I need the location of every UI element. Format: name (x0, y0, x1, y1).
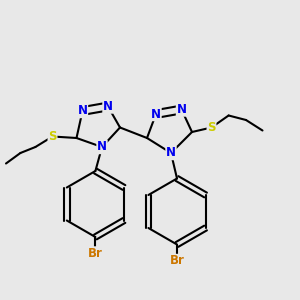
Text: N: N (97, 140, 107, 154)
Text: N: N (151, 107, 161, 121)
Text: N: N (176, 103, 187, 116)
Text: Br: Br (88, 247, 103, 260)
Text: Br: Br (169, 254, 184, 268)
Text: S: S (48, 130, 57, 143)
Text: N: N (166, 146, 176, 160)
Text: N: N (77, 104, 88, 118)
Text: S: S (207, 121, 216, 134)
Text: N: N (103, 100, 113, 113)
